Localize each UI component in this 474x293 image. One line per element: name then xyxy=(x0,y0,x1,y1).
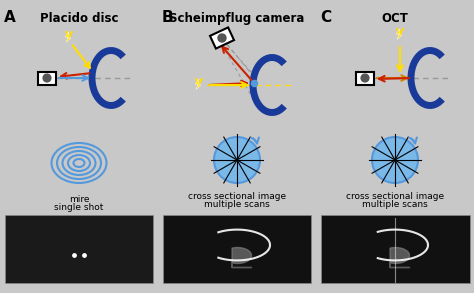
Text: cross sectional image: cross sectional image xyxy=(346,192,444,201)
Text: mire: mire xyxy=(69,195,89,204)
Text: single shot: single shot xyxy=(55,203,104,212)
Circle shape xyxy=(214,137,260,183)
FancyBboxPatch shape xyxy=(5,215,153,283)
Circle shape xyxy=(218,34,226,42)
Circle shape xyxy=(372,137,418,183)
FancyBboxPatch shape xyxy=(356,71,374,84)
Text: Scheimpflug camera: Scheimpflug camera xyxy=(169,12,305,25)
Text: multiple scans: multiple scans xyxy=(362,200,428,209)
FancyBboxPatch shape xyxy=(163,215,311,283)
FancyBboxPatch shape xyxy=(38,71,56,84)
Circle shape xyxy=(361,74,369,82)
Polygon shape xyxy=(195,79,201,89)
Polygon shape xyxy=(65,32,71,42)
Point xyxy=(250,81,258,85)
Point xyxy=(80,253,88,257)
Text: B: B xyxy=(162,10,173,25)
Point xyxy=(70,253,78,257)
Text: A: A xyxy=(4,10,16,25)
Text: Placido disc: Placido disc xyxy=(40,12,118,25)
Text: cross sectional image: cross sectional image xyxy=(188,192,286,201)
Ellipse shape xyxy=(52,143,107,183)
Polygon shape xyxy=(396,29,402,40)
Text: multiple scans: multiple scans xyxy=(204,200,270,209)
Circle shape xyxy=(43,74,51,82)
Text: C: C xyxy=(320,10,331,25)
Text: OCT: OCT xyxy=(382,12,409,25)
FancyBboxPatch shape xyxy=(321,215,470,283)
Bar xyxy=(210,28,234,49)
